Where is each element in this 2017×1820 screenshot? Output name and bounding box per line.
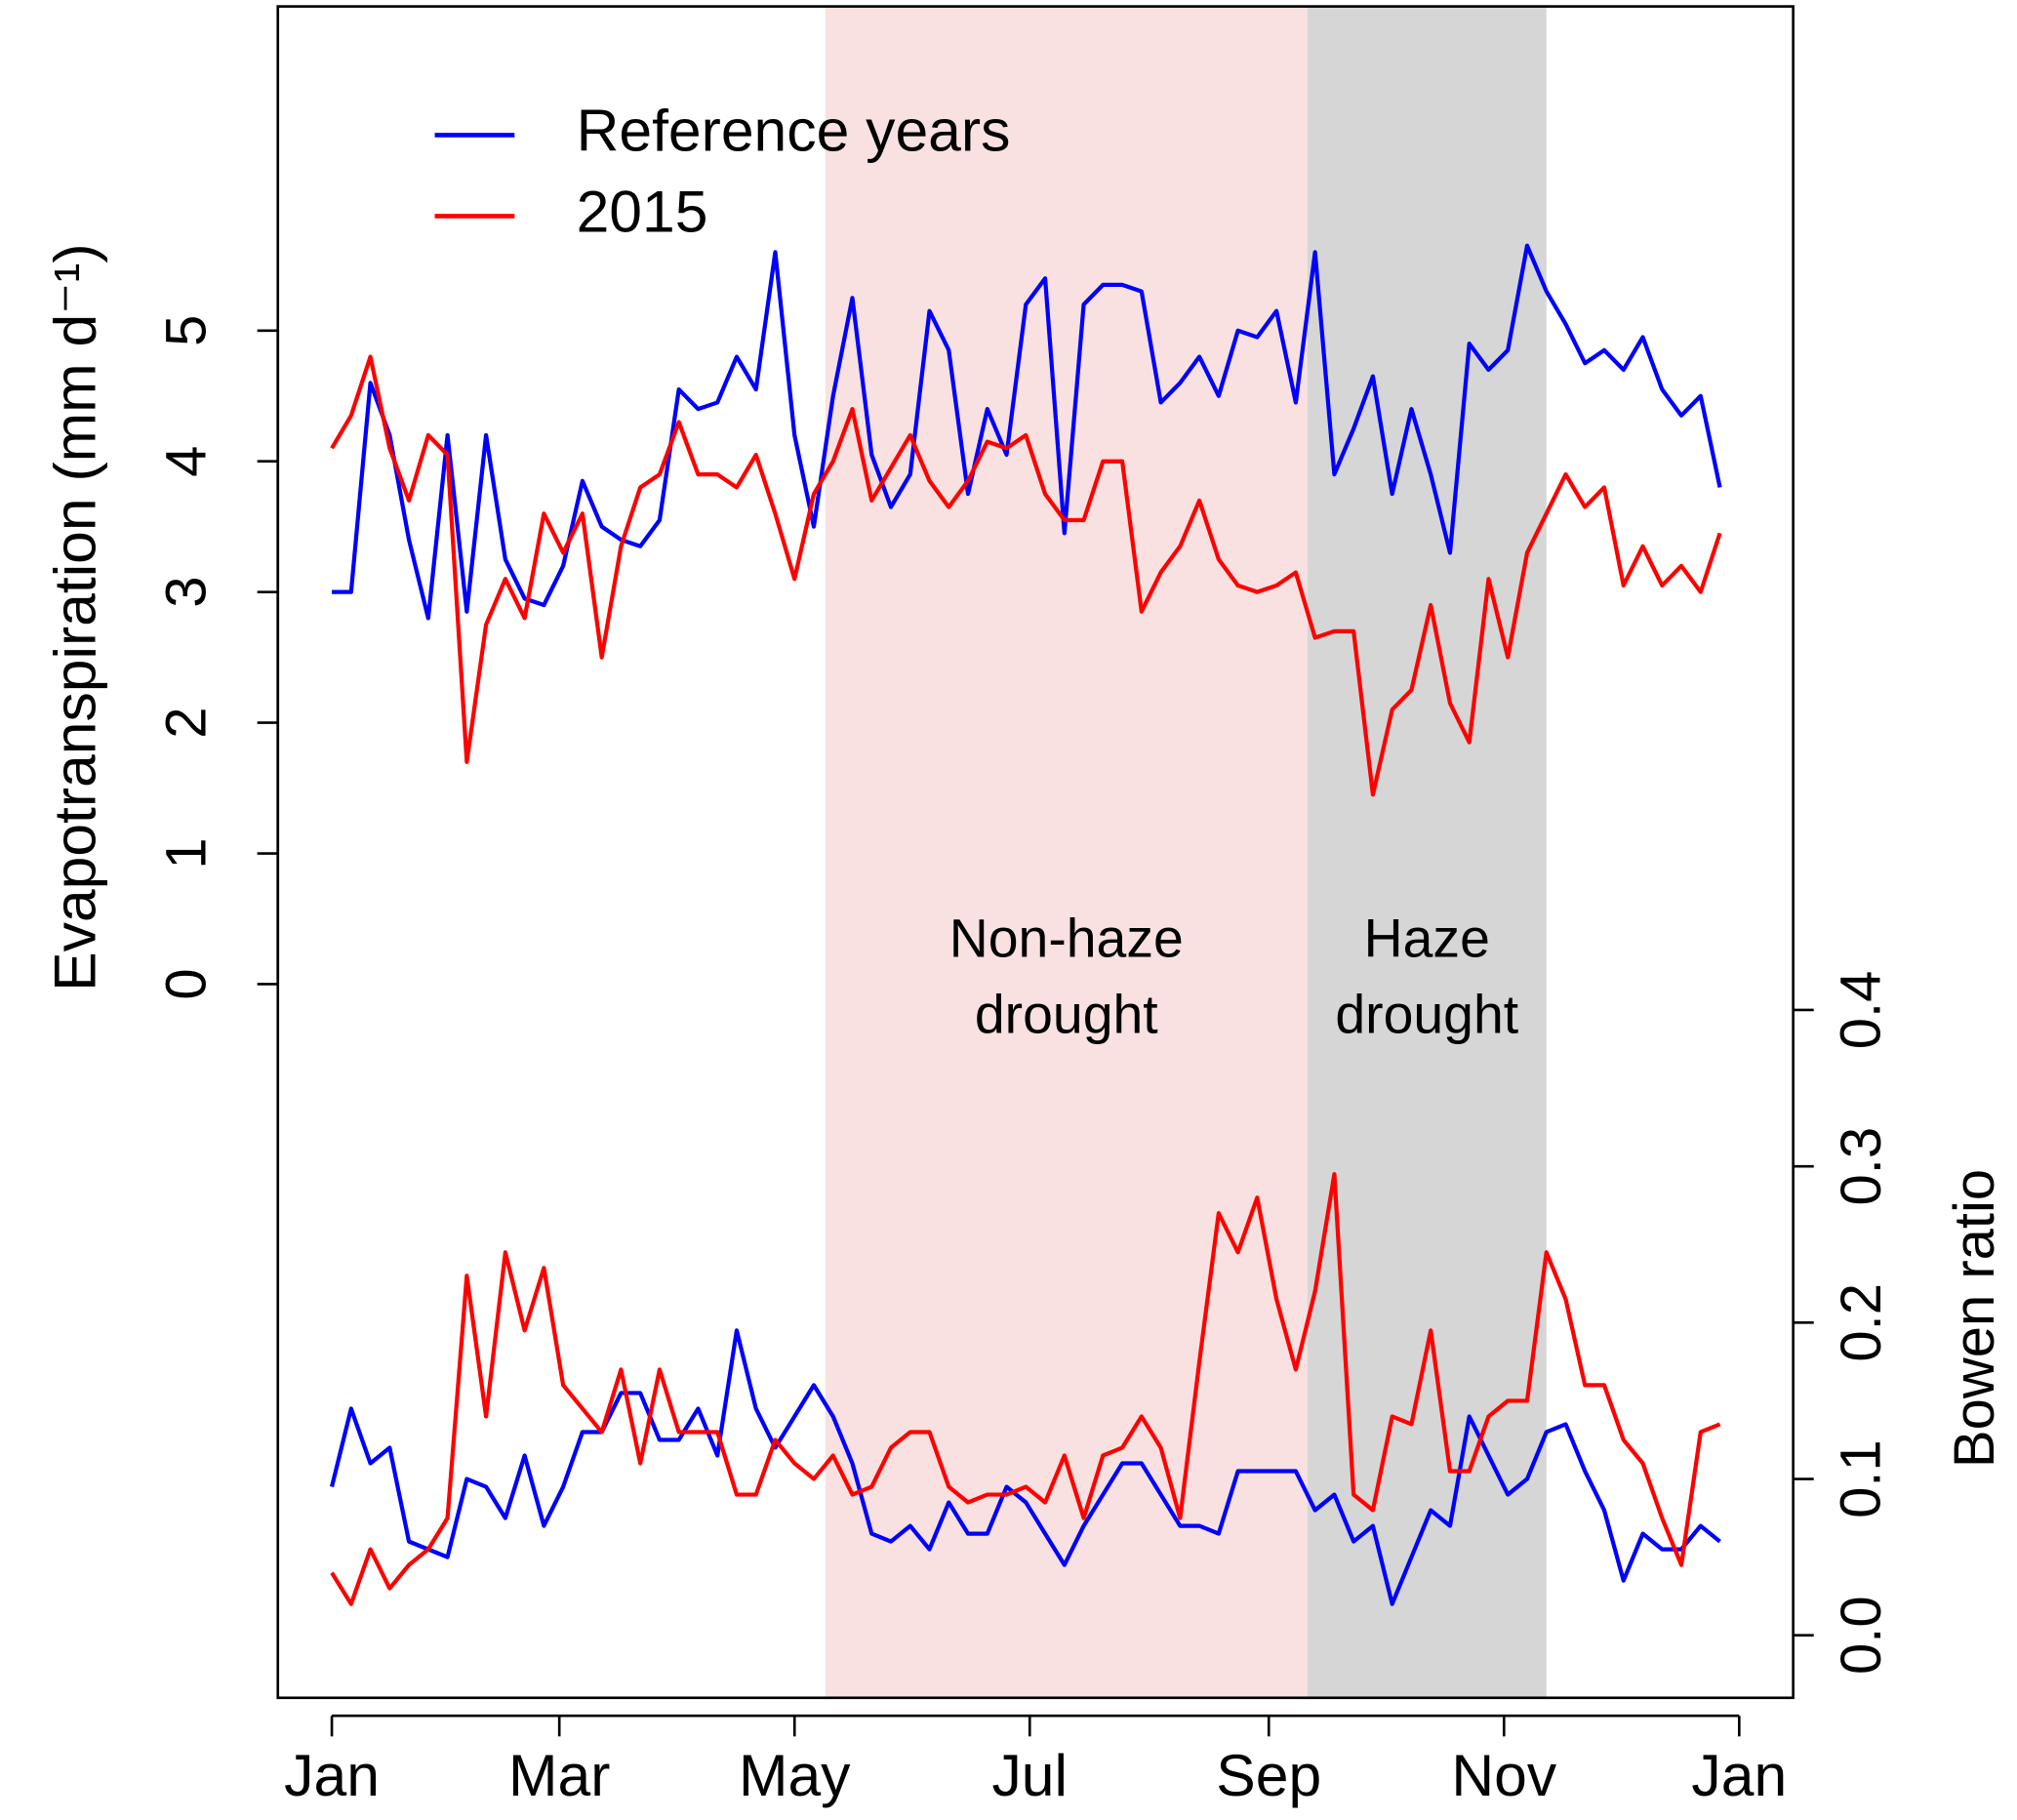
shaded-region bbox=[1307, 6, 1547, 1698]
legend-label: Reference years bbox=[577, 97, 1011, 163]
legend-label: 2015 bbox=[577, 178, 708, 244]
y2-tick-label: 0.1 bbox=[1831, 1439, 1893, 1518]
plot-frame bbox=[276, 5, 1795, 1700]
y-tick-label: 0 bbox=[155, 968, 218, 999]
y2-tick-label: 0.0 bbox=[1831, 1596, 1893, 1675]
y-tick-label: 1 bbox=[155, 837, 218, 869]
x-tick-label: Nov bbox=[1451, 1742, 1557, 1808]
x-tick-label: Jan bbox=[1691, 1742, 1787, 1808]
y2-tick-label: 0.2 bbox=[1831, 1283, 1893, 1362]
data-line bbox=[330, 354, 1722, 797]
y-tick-label: 3 bbox=[155, 577, 218, 608]
y-tick-label: 4 bbox=[155, 446, 218, 477]
x-tick-label: Jul bbox=[992, 1742, 1069, 1808]
x-tick-label: Mar bbox=[508, 1742, 610, 1808]
region-label: Non-haze bbox=[949, 909, 1184, 969]
data-line bbox=[330, 1172, 1721, 1606]
y2-tick-label: 0.3 bbox=[1831, 1127, 1893, 1206]
y2-tick-label: 0.4 bbox=[1831, 971, 1893, 1050]
region-label: drought bbox=[1335, 985, 1518, 1045]
region-label: Haze bbox=[1364, 909, 1490, 969]
x-tick-label: Jan bbox=[284, 1742, 380, 1808]
data-line bbox=[330, 1328, 1721, 1606]
plot-lines bbox=[330, 243, 1722, 1606]
data-line bbox=[332, 243, 1722, 621]
shaded-region bbox=[825, 6, 1308, 1698]
x-tick-label: Sep bbox=[1216, 1742, 1321, 1808]
x-tick-label: May bbox=[739, 1742, 851, 1808]
y2-axis-title: Bowen ratio bbox=[1944, 1169, 2006, 1468]
axes: Jan Mar May Jul Sep Nov Jan 0 1 2 3 4 5 0.0 0.1 0.2 0.3 0… bbox=[155, 315, 1892, 1809]
y-tick-label: 2 bbox=[155, 707, 218, 738]
region-label: drought bbox=[975, 985, 1158, 1045]
y-tick-label: 5 bbox=[155, 315, 218, 346]
y-axis-title: Evapotranspiration (mm d⁻¹) bbox=[42, 243, 108, 991]
